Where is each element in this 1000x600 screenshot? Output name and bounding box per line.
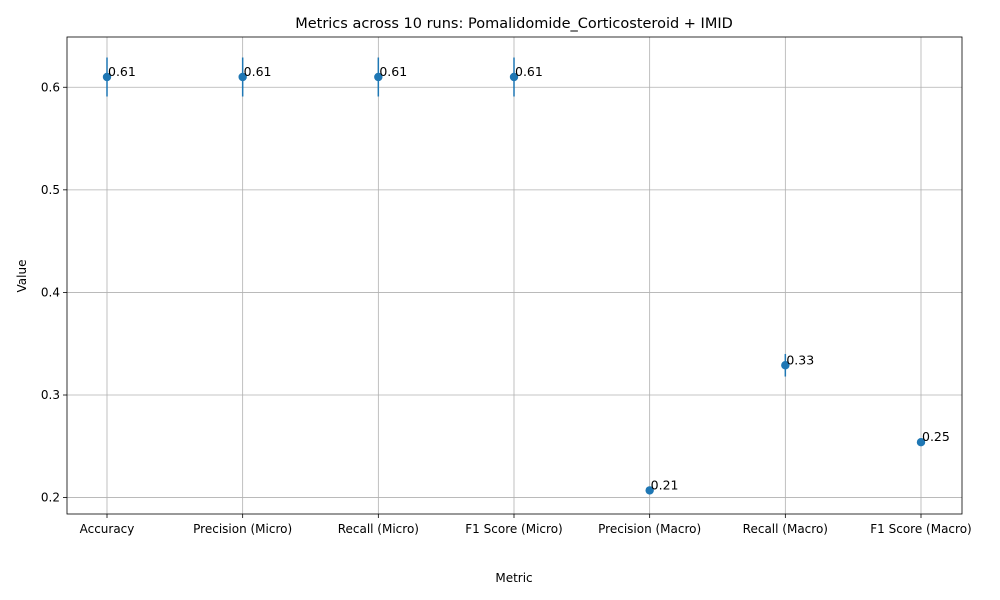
y-axis: 0.2 0.3 0.4 0.5 0.6: [41, 80, 67, 505]
data-label: 0.61: [379, 64, 407, 79]
y-tick-label: 0.6: [41, 80, 60, 94]
data-point: [374, 72, 383, 82]
data-marks: 0.61 0.61 0.61 0.61 0.21 0.33 0.25: [102, 57, 950, 495]
grid: [67, 37, 962, 514]
x-tick-label: Precision (Micro): [193, 522, 292, 536]
x-tick-label: F1 Score (Micro): [465, 522, 562, 536]
data-label: 0.25: [922, 429, 950, 444]
x-tick-label: Accuracy: [80, 522, 135, 536]
data-label: 0.61: [244, 64, 272, 79]
data-point: [238, 72, 247, 82]
x-axis: Accuracy Precision (Micro) Recall (Micro) F…: [80, 514, 972, 536]
x-tick-label: Recall (Macro): [743, 522, 828, 536]
y-axis-label: Value: [15, 260, 29, 293]
plot-frame: [66, 36, 963, 515]
y-tick-label: 0.4: [41, 285, 60, 299]
data-label: 0.33: [786, 352, 814, 367]
x-tick-label: F1 Score (Macro): [870, 522, 971, 536]
data-point: [645, 486, 654, 495]
x-tick-label: Recall (Micro): [338, 522, 419, 536]
data-point: [509, 72, 519, 82]
chart-title: Metrics across 10 runs: Pomalidomide_Cor…: [295, 16, 733, 32]
y-tick-label: 0.2: [41, 491, 60, 505]
data-label: 0.61: [515, 64, 543, 79]
data-point: [102, 72, 112, 82]
y-tick-label: 0.5: [41, 183, 60, 197]
data-label: 0.21: [651, 477, 679, 492]
x-tick-label: Precision (Macro): [598, 522, 701, 536]
y-tick-label: 0.3: [41, 388, 60, 402]
data-point: [916, 437, 926, 447]
data-point: [781, 361, 790, 370]
data-label: 0.61: [108, 64, 136, 79]
x-axis-label: Metric: [495, 571, 532, 585]
